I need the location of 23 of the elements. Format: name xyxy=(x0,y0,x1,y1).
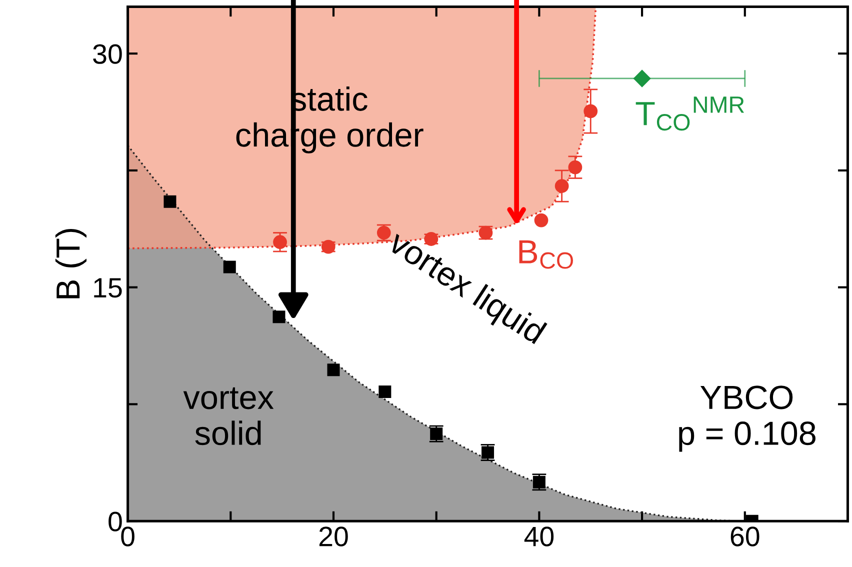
y-tick-label: 15 xyxy=(94,278,122,298)
point xyxy=(223,260,236,274)
point xyxy=(584,104,598,118)
x-tick-label: 60 xyxy=(730,526,760,546)
point xyxy=(633,70,651,88)
y-tick-label: 30 xyxy=(93,44,122,64)
point xyxy=(554,179,569,193)
annotation: vortex solid xyxy=(183,387,274,446)
series-label: T$_{CO}$$^{NMR}$ xyxy=(636,96,744,131)
x-tick-label: 0 xyxy=(121,526,134,546)
x-tick-label: 20 xyxy=(319,526,348,546)
point xyxy=(568,160,582,174)
point xyxy=(273,235,287,250)
point xyxy=(378,385,392,398)
y-axis-title: B (T) xyxy=(55,228,86,298)
point xyxy=(164,195,176,208)
annotation: YBCO p = 0.108 xyxy=(679,386,816,452)
annotation: B$_{CO}$ xyxy=(519,240,573,269)
point xyxy=(534,213,548,228)
x-tick-label: 40 xyxy=(524,526,554,546)
point xyxy=(272,310,286,324)
point xyxy=(327,364,340,376)
y-tick-label: 0 xyxy=(108,512,122,532)
